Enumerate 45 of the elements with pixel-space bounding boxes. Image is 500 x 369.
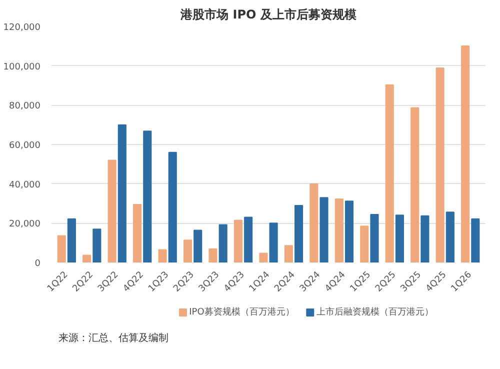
y-tick-label: 80,000 <box>9 102 41 112</box>
bar <box>168 152 177 262</box>
bar <box>118 124 126 262</box>
bar <box>208 248 218 262</box>
bar <box>410 107 420 262</box>
bar <box>92 228 102 262</box>
y-tick-label: 40,000 <box>9 180 41 190</box>
bar <box>420 215 430 262</box>
legend-label: IPO募资规模（百万港元） <box>189 306 294 318</box>
y-tick-label: 60,000 <box>9 141 41 151</box>
bar <box>334 198 344 262</box>
bar <box>395 214 404 262</box>
bar <box>370 214 379 262</box>
y-tick-label: 20,000 <box>9 220 41 230</box>
bar <box>234 220 243 262</box>
bar <box>57 235 66 262</box>
bar <box>284 245 293 262</box>
bar <box>158 249 167 262</box>
bar <box>294 204 304 262</box>
bar <box>471 218 480 262</box>
bar <box>194 230 202 262</box>
y-tick-label: 0 <box>34 259 41 269</box>
bar <box>310 183 318 262</box>
bar <box>446 212 454 262</box>
y-tick-label: 120,000 <box>3 23 41 33</box>
bar <box>67 218 76 262</box>
bar <box>269 222 278 262</box>
bar <box>344 200 354 262</box>
bar <box>320 197 328 262</box>
bar <box>461 45 470 262</box>
bar <box>436 67 444 262</box>
source-note: 来源：汇总、估算及编制 <box>58 332 169 344</box>
bar <box>82 254 92 262</box>
bar <box>143 130 152 262</box>
bar <box>218 224 228 262</box>
y-tick-label: 100,000 <box>3 62 41 72</box>
chart-title: 港股市场 IPO 及上市后募资规模 <box>180 8 356 22</box>
bar <box>385 84 394 262</box>
bar <box>244 216 253 262</box>
bar <box>360 226 369 262</box>
bar <box>259 252 268 262</box>
bar <box>183 240 192 262</box>
bar <box>133 204 142 262</box>
legend-label: 上市后融资规模（百万港元） <box>316 306 434 318</box>
bar <box>108 160 116 262</box>
